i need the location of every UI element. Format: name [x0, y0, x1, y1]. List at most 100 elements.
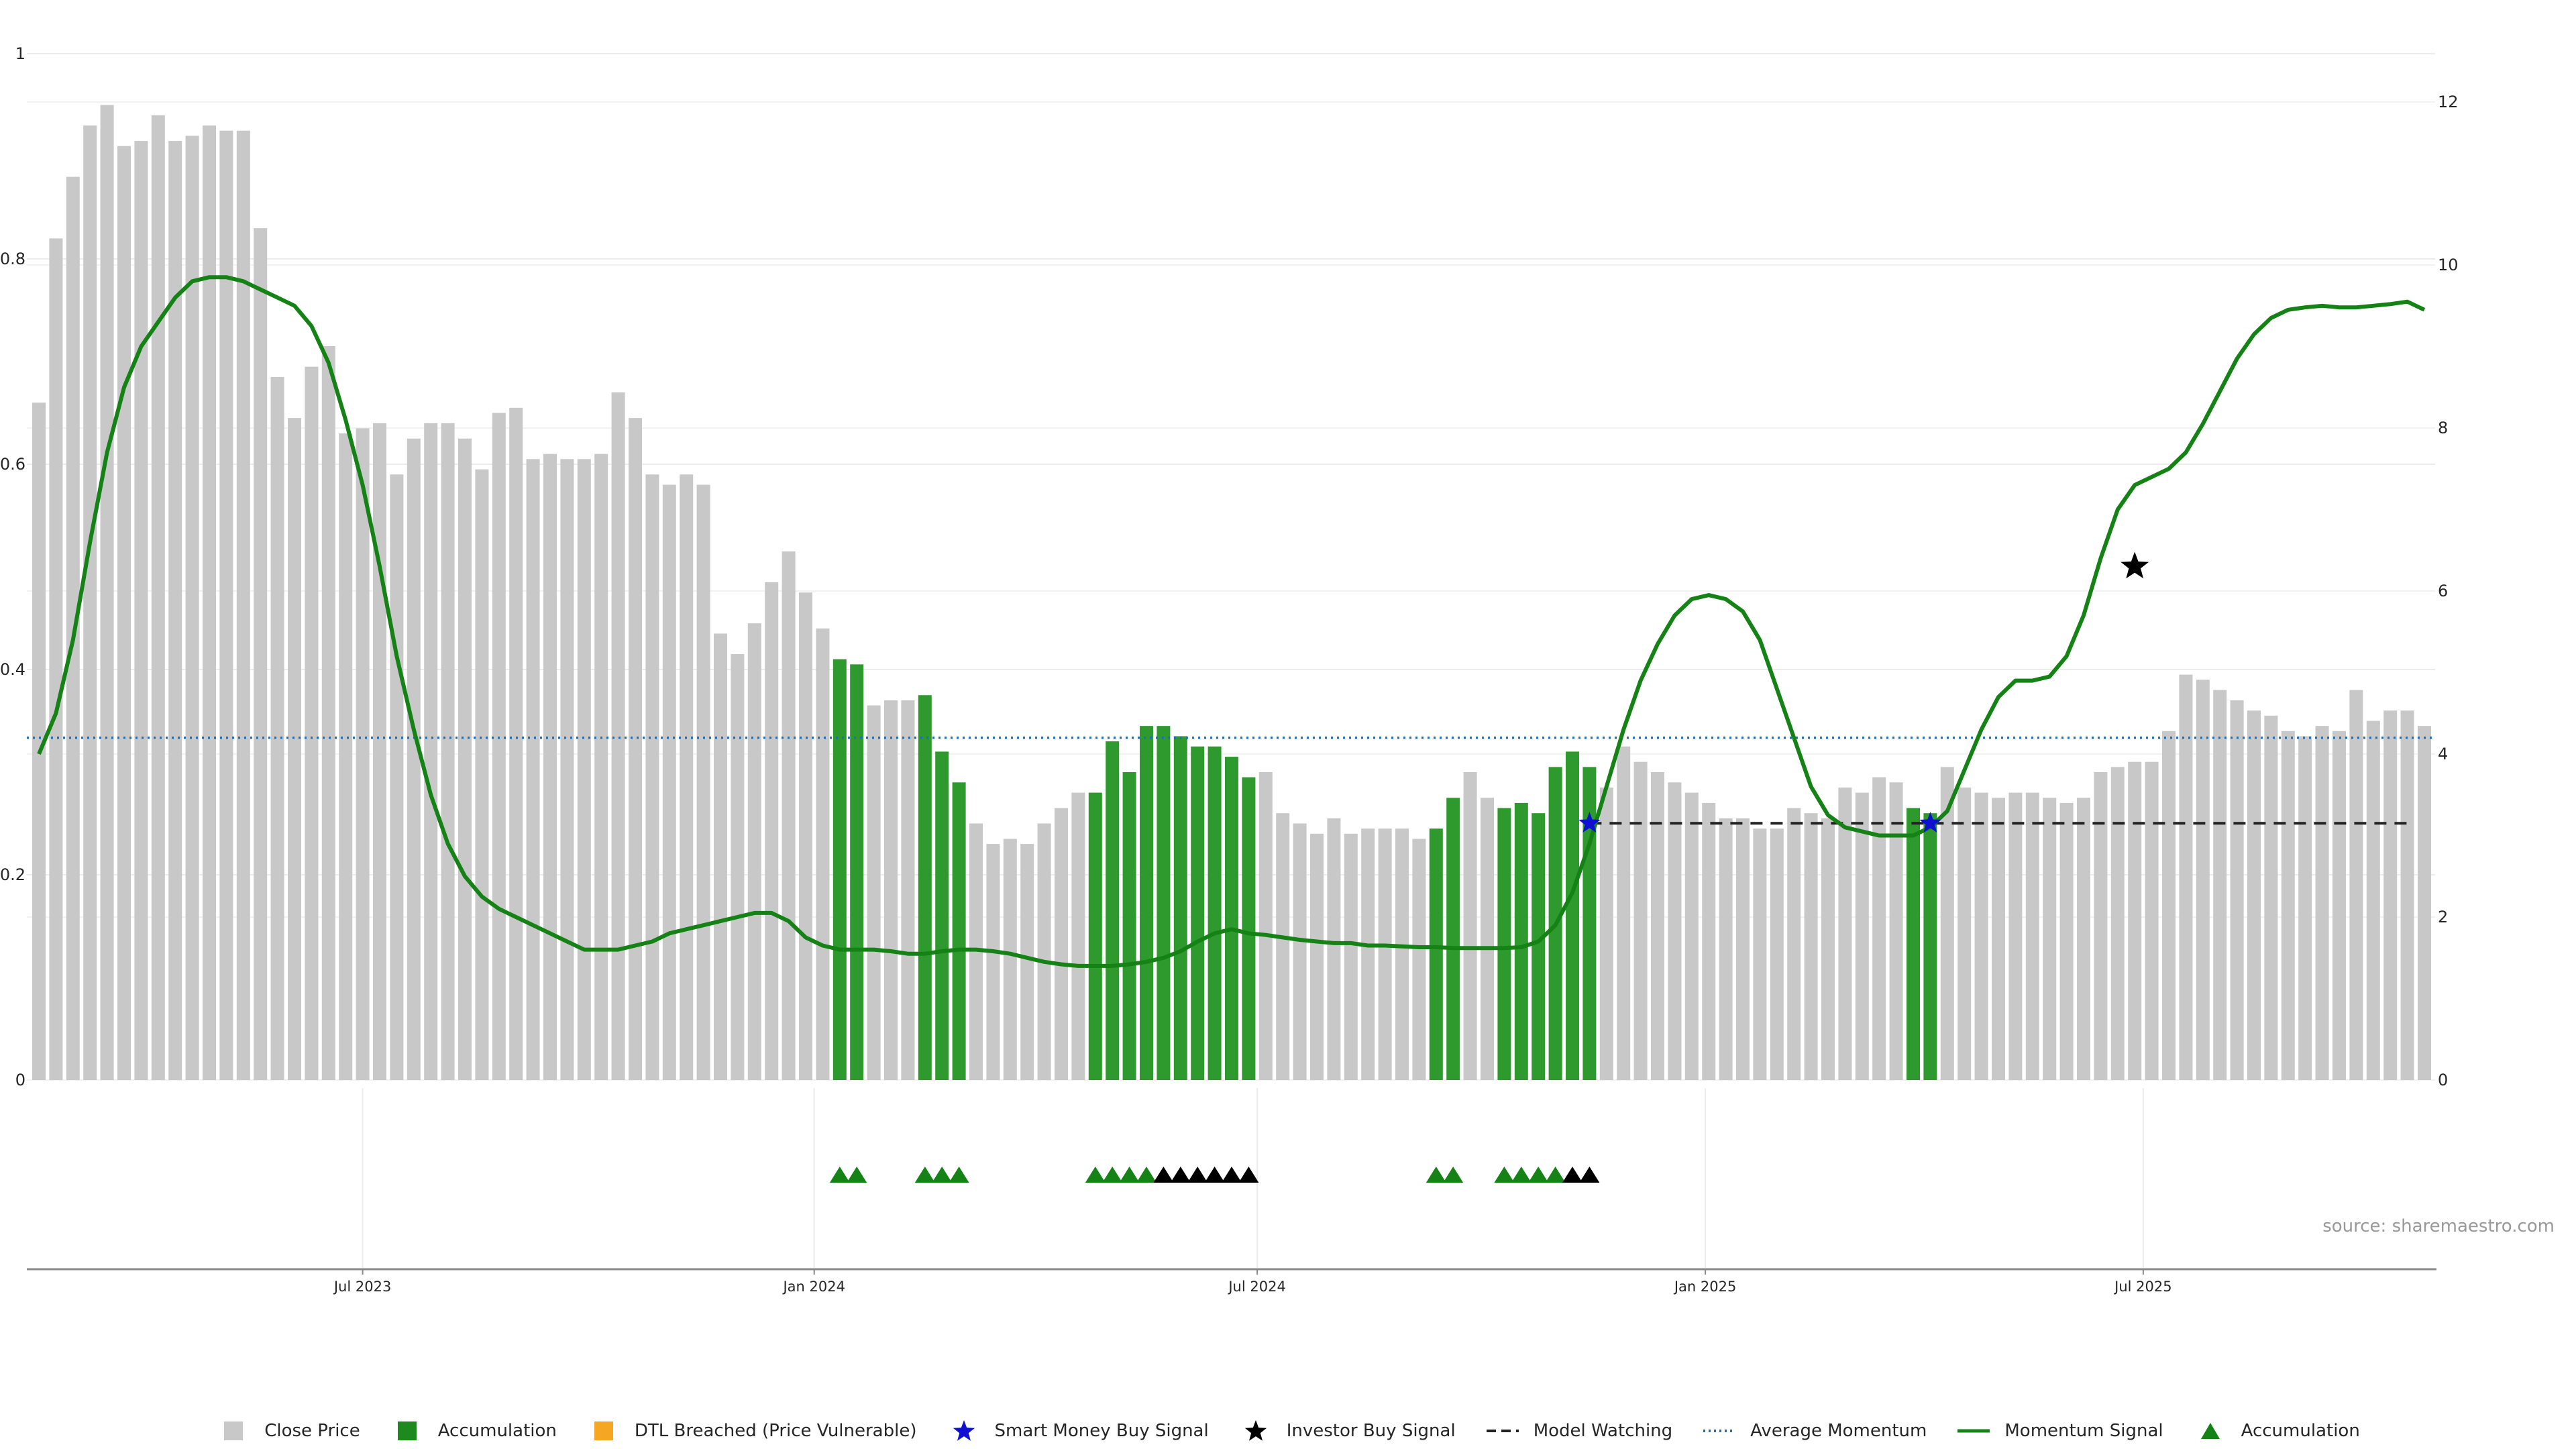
close-price-bar	[1463, 772, 1477, 1080]
accumulation-bar	[1566, 751, 1579, 1080]
legend-item: Smart Money Buy Signal	[947, 1420, 1209, 1442]
close-price-bar	[2213, 690, 2227, 1080]
close-price-bar	[185, 136, 199, 1080]
price-bars	[32, 105, 2431, 1081]
close-price-bar	[2298, 736, 2312, 1080]
close-price-bar	[2383, 710, 2398, 1080]
close-price-bar	[731, 654, 745, 1080]
legend-item: Close Price	[216, 1420, 360, 1442]
accumulation-triangle	[1545, 1167, 1566, 1183]
close-price-bar	[305, 366, 319, 1080]
close-price-bar	[2418, 726, 2431, 1080]
close-price-bar	[1872, 777, 1886, 1080]
close-price-bar	[219, 130, 233, 1080]
accumulation-bar	[935, 751, 949, 1080]
legend-triangle	[2200, 1423, 2220, 1439]
accumulation-bar	[1242, 777, 1256, 1080]
close-price-bar	[1412, 839, 1426, 1080]
legend-symbol-square	[397, 1421, 417, 1440]
close-price-bar	[321, 346, 335, 1080]
close-price-bar	[867, 705, 881, 1080]
legend-label: Momentum Signal	[2004, 1421, 2163, 1441]
x-axis-tick-label: Jul 2024	[1227, 1279, 1285, 1295]
close-price-bar	[2247, 710, 2261, 1080]
legend-symbol-dash	[1486, 1430, 1519, 1432]
accumulation-bar	[1532, 813, 1546, 1080]
legend-symbol-line	[1957, 1429, 1990, 1433]
close-price-bar	[1753, 828, 1767, 1080]
x-axis-tick-label: Jan 2024	[782, 1279, 845, 1295]
accumulation-triangle	[847, 1167, 867, 1183]
x-axis-tick-label: Jan 2025	[1673, 1279, 1737, 1295]
close-price-bar	[611, 392, 625, 1080]
close-price-bar	[2400, 710, 2414, 1080]
accumulation-bar	[1923, 813, 1937, 1080]
accumulation-bar	[1088, 792, 1102, 1080]
close-price-bar	[1804, 813, 1818, 1080]
legend-label: Smart Money Buy Signal	[994, 1421, 1209, 1441]
close-price-bar	[2043, 798, 2057, 1080]
close-price-bar	[969, 823, 983, 1080]
right-axis-tick: 0	[2438, 1071, 2448, 1089]
close-price-bar	[1957, 787, 1972, 1080]
accumulation-triangle	[829, 1167, 850, 1183]
close-price-bar	[662, 484, 676, 1080]
left-axis-tick: 0.8	[0, 250, 25, 268]
signal-triangle-black	[1579, 1167, 1600, 1183]
close-price-bar	[475, 469, 489, 1080]
close-price-bar	[1310, 833, 1324, 1080]
close-price-bar	[526, 459, 540, 1080]
close-price-bar	[594, 453, 608, 1080]
accumulation-triangle	[932, 1167, 953, 1183]
close-price-bar	[577, 459, 591, 1080]
close-price-bar	[168, 141, 182, 1080]
left-axis-tick: 1	[15, 44, 25, 63]
close-price-bar	[1327, 818, 1341, 1080]
close-price-bar	[270, 376, 284, 1081]
close-price-bar	[236, 130, 250, 1080]
accumulation-bar	[1157, 726, 1171, 1080]
right-axis-tick: 2	[2438, 908, 2448, 926]
close-price-bar	[1651, 772, 1664, 1080]
accumulation-bar	[1582, 767, 1597, 1080]
legend-item: Model Watching	[1485, 1420, 1672, 1442]
smart-money-buy-star	[1578, 812, 1601, 833]
legend-label: Investor Buy Signal	[1286, 1421, 1456, 1441]
close-price-bar	[2145, 761, 2159, 1080]
close-price-bar	[884, 700, 898, 1080]
close-price-bar	[407, 438, 421, 1080]
signal-triangle-black	[1238, 1167, 1259, 1183]
close-price-bar	[1378, 828, 1392, 1080]
x-axis-tick-label: Jul 2025	[2113, 1279, 2171, 1295]
close-price-bar	[2162, 731, 2176, 1080]
legend-symbol-triangle	[2200, 1423, 2220, 1439]
accumulation-triangle	[914, 1167, 935, 1183]
legend-symbol-star	[1244, 1420, 1267, 1441]
close-price-bar	[2008, 792, 2023, 1080]
accumulation-triangle	[1085, 1167, 1106, 1183]
close-price-bar	[117, 146, 131, 1081]
close-price-bar	[1940, 767, 1954, 1080]
right-axis-tick: 6	[2438, 582, 2448, 600]
close-price-bar	[1599, 787, 1613, 1080]
close-price-bar	[986, 844, 1000, 1080]
close-price-bar	[2230, 700, 2244, 1080]
left-axis-tick: 0.4	[0, 660, 25, 679]
close-price-bar	[543, 453, 557, 1080]
signal-triangle-black	[1562, 1167, 1582, 1183]
accumulation-bar	[1191, 746, 1205, 1080]
accumulation-bar	[918, 695, 932, 1080]
accumulation-triangle	[1511, 1167, 1532, 1183]
legend-item: Momentum Signal	[1956, 1420, 2163, 1442]
close-price-bar	[1770, 828, 1784, 1080]
close-price-bar	[1719, 818, 1733, 1080]
close-price-bar	[1787, 808, 1801, 1080]
gridlines	[27, 53, 2435, 1268]
right-axis-tick: 10	[2438, 256, 2459, 274]
close-price-bar	[339, 433, 353, 1080]
legend-label: Model Watching	[1533, 1421, 1673, 1441]
legend-label: DTL Breached (Price Vulnerable)	[634, 1421, 917, 1441]
indicator-lines	[27, 275, 2435, 968]
close-price-bar	[765, 582, 779, 1080]
